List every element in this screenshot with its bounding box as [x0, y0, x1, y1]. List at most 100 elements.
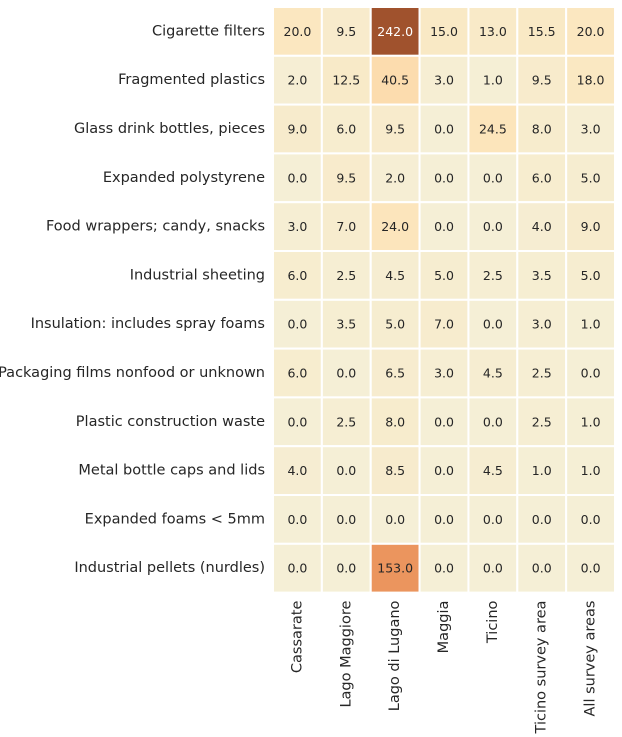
heatmap-cell — [565, 445, 617, 497]
cell-value-label: 9.5 — [336, 170, 356, 185]
heatmap-cell — [516, 298, 568, 350]
cell-value-label: 3.0 — [434, 366, 454, 381]
cell-value-label: 8.0 — [532, 122, 552, 137]
heatmap-cell — [272, 54, 323, 106]
cell-value-label: 9.5 — [385, 122, 405, 137]
cell-value-label: 6.5 — [385, 366, 405, 381]
heatmap-cell — [320, 347, 372, 399]
heatmap-cell — [320, 152, 372, 204]
cell-value-label: 0.0 — [434, 414, 454, 429]
row-label: Industrial pellets (nurdles) — [74, 560, 265, 576]
cell-value-label: 12.5 — [332, 73, 360, 88]
heatmap-cell — [369, 54, 421, 106]
heatmap-cell — [369, 494, 421, 545]
heatmap-cell — [272, 250, 323, 301]
cell-value-label: 20.0 — [577, 24, 605, 39]
heatmap-cell — [565, 54, 617, 106]
column-label: Lago Maggiore — [338, 601, 354, 708]
row-label: Cigarette filters — [152, 23, 265, 39]
cell-value-label: 0.0 — [483, 561, 503, 576]
cell-value-label: 9.0 — [581, 219, 601, 234]
cell-value-label: 3.0 — [532, 317, 552, 332]
cell-value-label: 20.0 — [284, 24, 312, 39]
heatmap-cells: 20.0 9.5 242.0 15.0 13.0 15.5 20.0 2.0 12.5 40.5 3… — [272, 6, 617, 594]
row-label: Packaging films nonfood or unknown — [0, 365, 265, 381]
heatmap-cell — [467, 494, 519, 545]
cell-value-label: 6.0 — [336, 122, 356, 137]
heatmap-cell — [516, 347, 568, 399]
row-label: Industrial sheeting — [130, 267, 265, 283]
cell-value-label: 0.0 — [434, 170, 454, 185]
cell-value-label: 5.0 — [581, 268, 601, 283]
heatmap-cell — [320, 103, 372, 155]
cell-value-label: 4.5 — [385, 268, 405, 283]
cell-value-label: 3.0 — [434, 73, 454, 88]
cell-value-label: 8.5 — [385, 463, 405, 478]
cell-value-label: 6.0 — [532, 170, 552, 185]
cell-value-label: 0.0 — [483, 414, 503, 429]
cell-value-label: 5.0 — [434, 268, 454, 283]
cell-value-label: 1.0 — [581, 414, 601, 429]
heatmap-cell — [272, 152, 323, 204]
heatmap-cell — [467, 542, 519, 594]
cell-value-label: 0.0 — [434, 219, 454, 234]
cell-value-label: 1.0 — [483, 73, 503, 88]
row-label: Glass drink bottles, pieces — [74, 121, 265, 137]
cell-value-label: 0.0 — [287, 512, 307, 527]
cell-value-label: 0.0 — [336, 512, 356, 527]
cell-value-label: 0.0 — [336, 366, 356, 381]
heatmap-cell — [565, 494, 617, 545]
heatmap-cell — [467, 54, 519, 106]
cell-value-label: 0.0 — [287, 317, 307, 332]
cell-value-label: 0.0 — [385, 512, 405, 527]
heatmap-cell — [320, 542, 372, 594]
heatmap-cell — [320, 250, 372, 301]
cell-value-label: 7.0 — [336, 219, 356, 234]
heatmap-cell — [467, 103, 519, 155]
cell-value-label: 0.0 — [434, 561, 454, 576]
cell-value-label: 2.5 — [483, 268, 503, 283]
heatmap-cell — [272, 201, 323, 252]
heatmap-cell — [516, 445, 568, 497]
cell-value-label: 18.0 — [577, 73, 605, 88]
heatmap-cell — [272, 347, 323, 399]
cell-value-label: 153.0 — [377, 561, 413, 576]
heatmap-cell — [418, 298, 470, 350]
heatmap-cell — [369, 445, 421, 497]
column-label: All survey areas — [583, 601, 599, 717]
heatmap-cell — [418, 445, 470, 497]
heatmap-cell — [565, 542, 617, 594]
cell-value-label: 0.0 — [581, 366, 601, 381]
heatmap-cell — [467, 445, 519, 497]
heatmap-cell — [272, 542, 323, 594]
cell-value-label: 0.0 — [581, 512, 601, 527]
cell-value-label: 3.5 — [532, 268, 552, 283]
cell-value-label: 2.0 — [287, 73, 307, 88]
row-label: Food wrappers; candy, snacks — [46, 219, 265, 235]
cell-value-label: 24.0 — [381, 219, 409, 234]
heatmap-cell — [369, 103, 421, 155]
row-label: Plastic construction waste — [76, 414, 265, 430]
cell-value-label: 9.0 — [287, 122, 307, 137]
row-label: Expanded polystyrene — [103, 170, 265, 186]
row-labels: Cigarette filters Fragmented plastics Glas… — [0, 23, 265, 576]
cell-value-label: 6.0 — [287, 366, 307, 381]
cell-value-label: 2.5 — [336, 268, 356, 283]
cell-value-label: 0.0 — [336, 463, 356, 478]
cell-value-label: 8.0 — [385, 414, 405, 429]
cell-value-label: 0.0 — [336, 561, 356, 576]
row-label: Insulation: includes spray foams — [31, 316, 265, 332]
cell-value-label: 0.0 — [483, 170, 503, 185]
heatmap-cell — [467, 396, 519, 448]
heatmap-cell — [516, 6, 568, 57]
cell-value-label: 0.0 — [434, 463, 454, 478]
cell-value-label: 40.5 — [381, 73, 409, 88]
cell-value-label: 3.0 — [287, 219, 307, 234]
cell-value-label: 3.5 — [336, 317, 356, 332]
cell-value-label: 4.0 — [532, 219, 552, 234]
heatmap-cell — [418, 494, 470, 545]
cell-value-label: 4.5 — [483, 366, 503, 381]
cell-value-label: 5.0 — [385, 317, 405, 332]
cell-value-label: 1.0 — [532, 463, 552, 478]
